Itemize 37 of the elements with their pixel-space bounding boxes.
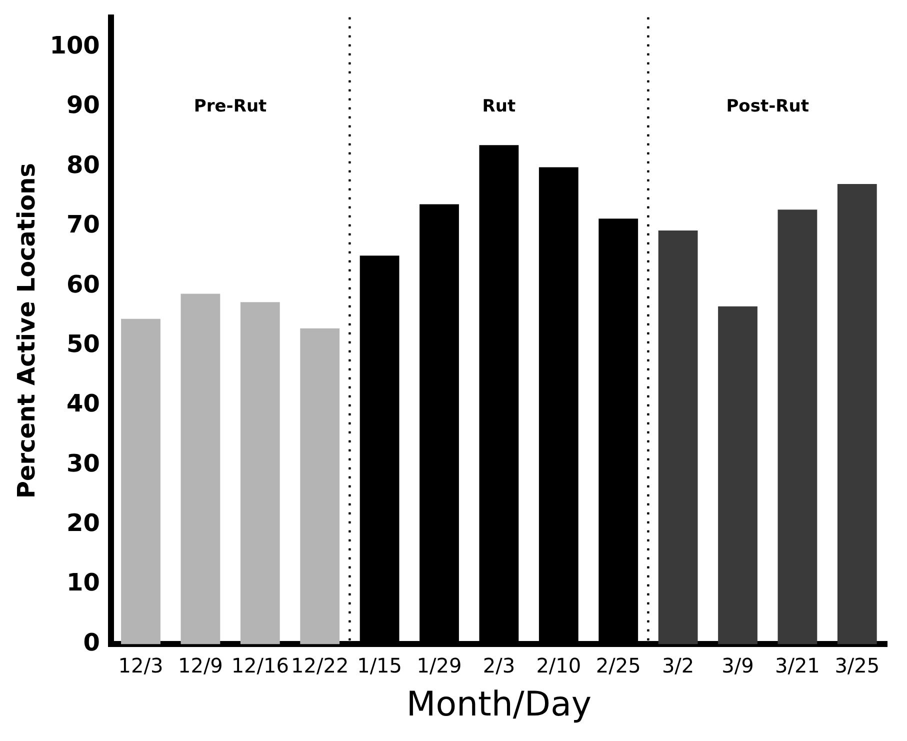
- annotation: Pre-Rut: [194, 96, 267, 116]
- annotation: Post-Rut: [726, 96, 809, 116]
- x-tick-label: 1/15: [357, 653, 402, 678]
- x-axis-title: Month/Day: [406, 684, 592, 724]
- bar: [837, 184, 877, 644]
- bar: [718, 306, 758, 644]
- x-tick-label: 12/16: [231, 653, 289, 678]
- y-tick-label: 90: [66, 91, 100, 120]
- y-tick-label: 50: [66, 330, 100, 358]
- x-tick-label: 2/25: [596, 653, 641, 678]
- bar: [300, 328, 340, 644]
- x-tick-label: 3/2: [662, 653, 694, 678]
- y-tick-label: 60: [66, 270, 100, 298]
- y-tick-label: 40: [66, 390, 100, 418]
- y-tick-label: 100: [50, 31, 100, 60]
- y-axis-title: Percent Active Locations: [12, 162, 41, 499]
- y-tick-label: 10: [66, 568, 100, 597]
- bar: [778, 210, 818, 644]
- bar: [121, 318, 160, 644]
- x-tick-label: 2/3: [482, 653, 516, 678]
- bar: [240, 302, 280, 644]
- y-tick-label: 30: [66, 449, 100, 478]
- x-tick-label: 3/25: [834, 653, 880, 678]
- x-tick-label: 3/21: [774, 653, 820, 678]
- x-tick-label: 12/22: [291, 653, 349, 678]
- x-tick-label: 12/9: [178, 653, 223, 678]
- x-tick-label: 3/9: [722, 653, 754, 678]
- x-tick-label: 1/29: [416, 653, 462, 678]
- x-tick-label: 2/10: [536, 653, 582, 678]
- y-tick-label: 20: [66, 509, 100, 538]
- y-tick-label: 80: [66, 150, 100, 179]
- bar: [180, 294, 220, 644]
- bar: [658, 230, 698, 644]
- y-tick-label: 70: [66, 210, 100, 239]
- annotation: Rut: [482, 96, 516, 116]
- x-tick-label: 12/3: [118, 653, 164, 678]
- y-tick-label: 0: [83, 628, 100, 656]
